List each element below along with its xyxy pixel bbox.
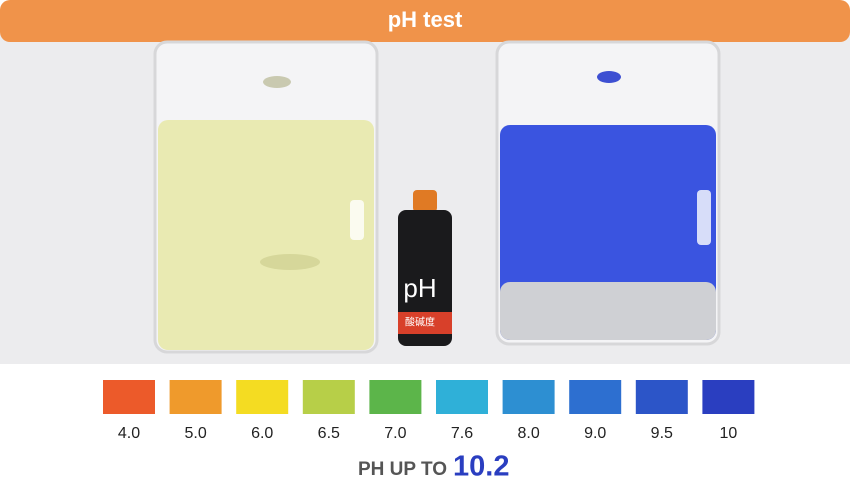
- header-title: pH test: [388, 7, 463, 32]
- right-beaker: [495, 40, 721, 346]
- swatch: [702, 380, 755, 414]
- swatch: [302, 380, 355, 414]
- swatch-label: 7.6: [451, 425, 473, 442]
- swatch-label: 8.0: [517, 425, 539, 442]
- swatch-label: 4.0: [118, 425, 140, 442]
- swatch: [236, 380, 289, 414]
- left-beaker: [153, 40, 379, 354]
- swatch-label: 7.0: [384, 425, 406, 442]
- swatch: [369, 380, 422, 414]
- swatch: [635, 380, 688, 414]
- swatch-label: 6.0: [251, 425, 273, 442]
- swatch-label: 10: [720, 425, 738, 442]
- bottle-label: pH: [403, 273, 436, 303]
- header-bar: [0, 0, 850, 42]
- color-scale: 4.0 5.0 6.0 6.5 7.0 7.6 8.0 9.0 9.5 10: [103, 380, 755, 442]
- swatch: [569, 380, 622, 414]
- swatch-label: 6.5: [318, 425, 340, 442]
- footer-prefix: PH UP TO: [358, 459, 447, 480]
- swatch: [436, 380, 488, 414]
- bottle-sublabel: 酸碱度: [405, 316, 435, 329]
- swatch-label: 9.5: [651, 425, 673, 442]
- swatch: [103, 380, 155, 414]
- swatch-label: 9.0: [584, 425, 606, 442]
- swatch-label: 5.0: [184, 425, 206, 442]
- reagent-bottle: pH 酸碱度: [398, 190, 452, 346]
- footer-value: 10.2: [453, 451, 509, 483]
- swatch: [169, 380, 222, 414]
- swatch: [502, 380, 555, 414]
